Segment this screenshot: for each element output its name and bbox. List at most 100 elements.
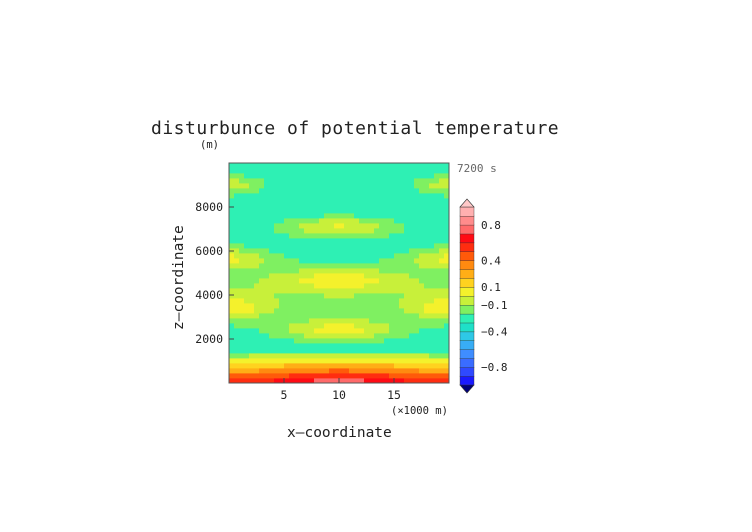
heatmap-cell xyxy=(339,248,345,254)
heatmap-cell xyxy=(279,358,285,364)
colorbar-segment xyxy=(459,251,475,261)
heatmap-cell xyxy=(359,348,365,354)
heatmap-cell xyxy=(229,378,235,383)
heatmap-cell xyxy=(374,193,380,199)
heatmap-cell xyxy=(339,208,345,214)
heatmap-cell xyxy=(409,273,415,279)
heatmap-cell xyxy=(439,303,445,309)
heatmap-cell xyxy=(394,353,400,359)
heatmap-cell xyxy=(284,338,290,344)
heatmap-cell xyxy=(364,323,370,329)
heatmap-cell xyxy=(294,288,300,294)
heatmap-cell xyxy=(354,173,360,179)
heatmap-cell xyxy=(384,173,390,179)
heatmap-cell xyxy=(344,193,350,199)
heatmap-cell xyxy=(414,308,420,314)
heatmap-cell xyxy=(294,168,300,174)
heatmap-cell xyxy=(324,268,330,274)
colorbar-segment xyxy=(459,242,475,253)
heatmap-cell xyxy=(279,328,285,334)
heatmap-cell xyxy=(309,348,315,354)
heatmap-cell xyxy=(259,243,265,249)
heatmap-cell xyxy=(294,283,300,289)
heatmap-cell xyxy=(259,343,265,349)
heatmap-cell xyxy=(419,283,425,289)
heatmap-cell xyxy=(284,263,290,269)
colorbar-segment xyxy=(459,375,475,386)
heatmap-cell xyxy=(309,363,315,369)
heatmap-cell xyxy=(324,288,330,294)
heatmap-cell xyxy=(324,298,330,304)
heatmap-cell xyxy=(289,173,295,179)
heatmap-cell xyxy=(404,353,410,359)
heatmap-cell xyxy=(349,353,355,359)
heatmap-cell xyxy=(329,163,335,169)
heatmap-cell xyxy=(304,368,310,374)
heatmap-cell xyxy=(334,333,340,339)
heatmap-cell xyxy=(409,218,415,224)
heatmap-cell xyxy=(359,198,365,204)
heatmap-cell xyxy=(339,308,345,314)
heatmap-cell xyxy=(414,243,420,249)
heatmap-cell xyxy=(344,358,350,364)
heatmap-cell xyxy=(324,173,330,179)
heatmap-cell xyxy=(349,238,355,244)
heatmap-cell xyxy=(379,303,385,309)
heatmap-cell xyxy=(419,168,425,174)
heatmap-cell xyxy=(364,233,370,239)
heatmap-cell xyxy=(289,358,295,364)
heatmap-cell xyxy=(384,238,390,244)
heatmap-cell xyxy=(414,313,420,319)
heatmap-cell xyxy=(364,273,370,279)
heatmap-cell xyxy=(369,198,375,204)
heatmap-cell xyxy=(374,258,380,264)
heatmap-cell xyxy=(254,233,260,239)
heatmap-cell xyxy=(434,248,440,254)
heatmap-cell xyxy=(404,258,410,264)
heatmap-cell xyxy=(389,263,395,269)
heatmap-cell xyxy=(434,348,440,354)
heatmap-cell xyxy=(279,223,285,229)
heatmap-cell xyxy=(229,368,235,374)
heatmap-cell xyxy=(419,228,425,234)
heatmap-cell xyxy=(284,283,290,289)
x-axis-label: x–coordinate xyxy=(287,425,392,441)
heatmap-cell xyxy=(319,208,325,214)
heatmap-cell xyxy=(409,203,415,209)
heatmap-cell xyxy=(369,288,375,294)
heatmap-cell xyxy=(244,358,250,364)
heatmap-cell xyxy=(399,373,405,379)
heatmap-cell xyxy=(359,173,365,179)
heatmap-cell xyxy=(334,193,340,199)
heatmap-cell xyxy=(439,278,445,284)
heatmap-cell xyxy=(229,203,235,209)
heatmap-cell xyxy=(364,318,370,324)
heatmap-cell xyxy=(254,343,260,349)
heatmap-cell xyxy=(344,378,350,383)
heatmap-cell xyxy=(329,213,335,219)
heatmap-cell xyxy=(239,288,245,294)
heatmap-cell xyxy=(399,358,405,364)
heatmap-cell xyxy=(414,238,420,244)
heatmap-cell xyxy=(314,293,320,299)
heatmap-cell xyxy=(439,233,445,239)
heatmap-cell xyxy=(424,173,430,179)
heatmap-cell xyxy=(404,318,410,324)
heatmap-cell xyxy=(334,298,340,304)
heatmap-cell xyxy=(394,218,400,224)
heatmap-cell xyxy=(274,258,280,264)
heatmap-cell xyxy=(264,358,270,364)
heatmap-cell xyxy=(349,298,355,304)
heatmap-cell xyxy=(229,273,235,279)
heatmap-cell xyxy=(359,378,365,383)
heatmap-cell xyxy=(399,278,405,284)
heatmap-cell xyxy=(404,288,410,294)
heatmap-cell xyxy=(234,318,240,324)
heatmap-cell xyxy=(229,323,235,329)
heatmap-cell xyxy=(229,363,235,369)
heatmap-cell xyxy=(419,273,425,279)
heatmap-cell xyxy=(399,258,405,264)
heatmap-cell xyxy=(344,353,350,359)
heatmap-cell xyxy=(249,213,255,219)
heatmap-cell xyxy=(349,368,355,374)
